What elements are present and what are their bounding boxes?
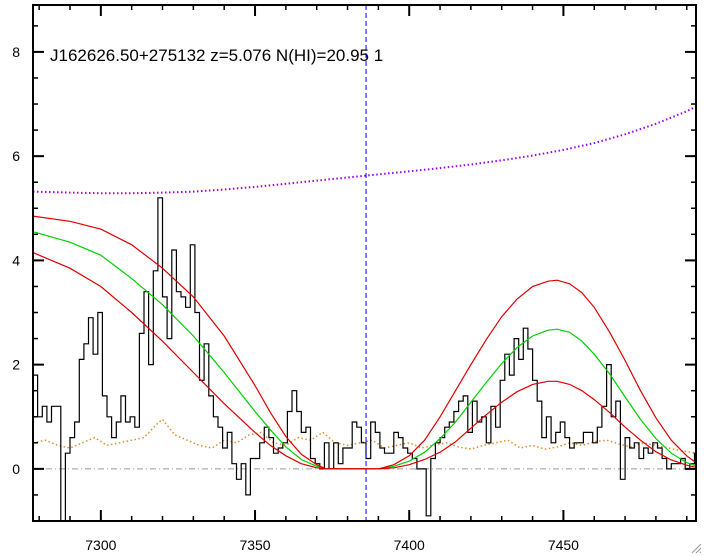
model-bound-line-2 [32, 252, 697, 470]
y-tick-label: 6 [12, 148, 20, 164]
x-tick-label: 7400 [394, 537, 425, 553]
resize-grip-icon[interactable] [690, 542, 702, 554]
model-fit-layer [32, 215, 697, 470]
error-spectrum-layer [32, 418, 697, 454]
flux-spectrum-layer [33, 197, 696, 522]
y-tick-label: 4 [12, 252, 20, 268]
model-bound-line-1 [32, 215, 697, 470]
x-tick-label: 7300 [85, 537, 116, 553]
x-tick-label: 7350 [239, 537, 270, 553]
model-fit-line [32, 231, 697, 470]
error-spectrum-line [32, 418, 697, 454]
plot-frame [32, 4, 697, 522]
flux-series-line [33, 197, 696, 522]
axis-ticks-layer: 7300 7350 7400 7450 0 2 4 6 8 [12, 5, 696, 553]
y-tick-label: 0 [12, 461, 20, 477]
y-tick-label: 2 [12, 357, 20, 373]
chart-title: J162626.50+275132 z=5.076 N(HI)=20.95 1 [50, 46, 383, 65]
y-tick-label: 8 [12, 44, 20, 60]
x-tick-label: 7450 [548, 537, 579, 553]
